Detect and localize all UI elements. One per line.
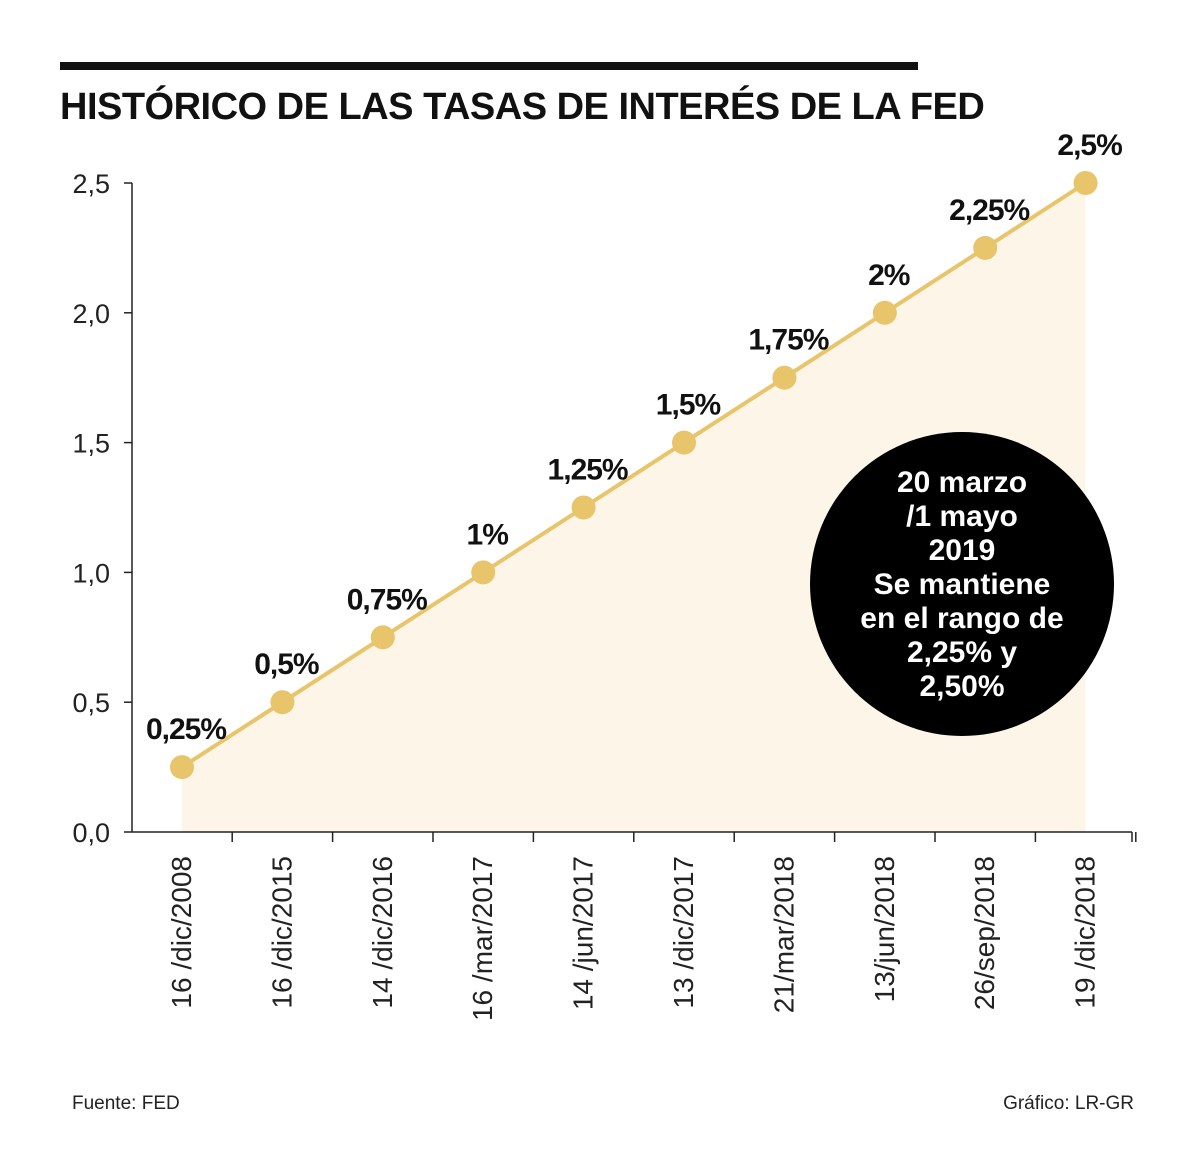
data-label: 2,25%: [949, 194, 1029, 227]
data-point: [370, 625, 395, 650]
data-point: [170, 755, 194, 780]
annotation-text-line: 2,50%: [919, 670, 1004, 703]
data-label: 1%: [467, 518, 509, 551]
x-tick-label: 13 /dic/2017: [668, 856, 699, 1009]
y-tick-label: 1,0: [72, 558, 110, 588]
x-tick-label: 26/sep/2018: [969, 856, 1000, 1010]
data-labels: 0,25% 0,5% 0,75% 1% 1,25% 1,5% 1,75% 2% 2,25% 2,5…: [146, 129, 1123, 746]
y-tick-label: 0,0: [72, 818, 110, 848]
data-points: [170, 171, 1098, 780]
data-label: 2,5%: [1057, 129, 1122, 162]
series-line: [180, 181, 1087, 769]
x-tick-label: 21/mar/2018: [768, 856, 799, 1013]
data-point: [672, 430, 696, 455]
data-label: 1,5%: [656, 389, 721, 422]
data-point: [471, 560, 496, 585]
annotation-text-line: /1 mayo: [906, 500, 1018, 533]
series-line-layer: [180, 181, 1087, 769]
annotation-text-line: 2,25% y: [907, 636, 1017, 669]
y-tick-label: 2,0: [72, 299, 110, 329]
y-tick-label: 0,5: [72, 688, 110, 718]
data-point: [571, 495, 596, 520]
chart-title: HISTÓRICO DE LAS TASAS DE INTERÉS DE LA …: [60, 86, 985, 128]
data-label: 0,5%: [254, 648, 319, 681]
annotation-text-line: Se mantiene: [874, 568, 1051, 601]
data-label: 0,25%: [146, 713, 226, 746]
annotation-text-line: 2019: [929, 534, 996, 567]
data-label: 0,75%: [347, 583, 427, 616]
x-tick-label: 16 /dic/2008: [166, 856, 197, 1009]
source-note: Fuente: FED: [72, 1093, 180, 1114]
annotation-text-line: en el rango de: [860, 602, 1063, 635]
data-label: 1,25%: [548, 454, 628, 487]
top-rule: [60, 62, 918, 70]
data-point: [270, 690, 295, 715]
x-tick-label: 14 /jun/2017: [568, 856, 599, 1010]
data-label: 1,75%: [748, 324, 828, 357]
y-tick-label: 2,5: [72, 169, 110, 199]
x-tick-label: 16 /mar/2017: [467, 856, 498, 1021]
credit-note: Gráfico: LR-GR: [1003, 1093, 1134, 1114]
y-tick-label: 1,5: [72, 429, 110, 459]
data-point: [1073, 171, 1098, 195]
data-label: 2%: [868, 259, 910, 292]
x-tick-label: 16 /dic/2015: [266, 856, 297, 1009]
data-point: [973, 235, 998, 260]
data-point: [772, 365, 797, 390]
annotation-text-line: 20 marzo: [897, 466, 1027, 499]
x-tick-label: 14 /dic/2016: [367, 856, 398, 1009]
data-point: [872, 300, 897, 325]
x-tick-label: 19 /dic/2018: [1070, 856, 1101, 1009]
axes: 0,0 0,5 1,0 1,5 2,0 2,5 16 /dic/2008 16 /dic/20…: [72, 169, 1137, 1021]
x-tick-label: 13/jun/2018: [869, 856, 900, 1002]
annotation-circle: [810, 432, 1114, 736]
